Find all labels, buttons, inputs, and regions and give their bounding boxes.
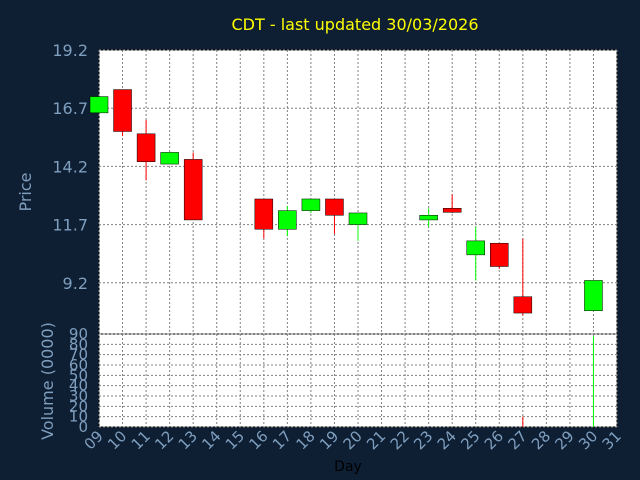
candle-body: [513, 296, 533, 314]
x-tick-label: 31: [599, 427, 625, 453]
price-grid: [98, 49, 618, 334]
volume-axis-label: Volume (0000): [38, 322, 57, 440]
x-tick-label: 13: [175, 427, 201, 453]
candle-body: [348, 212, 368, 225]
volume-y-tick-label: 40: [69, 377, 88, 395]
candle-body: [442, 208, 462, 213]
x-tick-label: 12: [151, 427, 177, 453]
candle-body: [584, 280, 603, 311]
x-tick-label: 10: [104, 427, 130, 453]
candle-body: [325, 198, 344, 216]
candle-up: [301, 198, 321, 213]
candle-down: [136, 119, 156, 181]
candle-body: [419, 215, 438, 221]
x-tick-label: 25: [457, 427, 483, 453]
x-axis-label: Day: [334, 459, 362, 475]
candle-down: [325, 198, 344, 234]
volume-y-tick-label: 90: [69, 325, 88, 343]
candle-down: [513, 238, 533, 316]
candle-up: [419, 208, 438, 227]
price-y-tick-label: 11.7: [52, 216, 88, 235]
x-tick-label: 24: [434, 427, 460, 453]
volume-y-tick-label: 0: [78, 418, 88, 436]
candle-body: [160, 152, 179, 165]
price-y-tick-label: 19.2: [52, 41, 88, 60]
x-tick-label: 29: [552, 427, 578, 453]
x-tick-label: 22: [387, 427, 413, 453]
candle-up: [466, 226, 485, 281]
volume-grid: [98, 333, 618, 428]
candle-down: [442, 194, 462, 213]
candle-body: [301, 198, 321, 211]
volume-y-tick-label: 60: [69, 356, 88, 374]
candle-body: [254, 198, 274, 230]
volume-y-tick-label: 80: [69, 335, 88, 353]
volume-y-tick-label: 50: [69, 366, 88, 384]
x-tick-label: 23: [410, 427, 436, 453]
candle-body: [278, 210, 297, 230]
volume-y-tick-label: 70: [69, 346, 88, 364]
x-tick-label: 11: [128, 427, 154, 453]
x-tick-label: 20: [340, 427, 366, 453]
candle-body: [466, 240, 485, 256]
candle-up: [278, 205, 297, 237]
x-axis-ticks: 0910111213141516171819202122232425262728…: [81, 427, 625, 453]
price-y-ticks: 9.2 11.7 14.2 16.7 19.2: [52, 41, 88, 293]
volume-y-tick-label: 30: [69, 387, 88, 405]
chart-title: CDT - last updated 30/03/2026: [232, 15, 479, 34]
x-tick-label: 18: [293, 427, 319, 453]
price-y-tick-label: 16.7: [52, 99, 88, 118]
price-candles: [89, 89, 603, 316]
volume-bars: [522, 336, 594, 427]
candle-body: [490, 242, 509, 267]
candle-up: [89, 96, 109, 114]
candle-down: [113, 89, 132, 137]
x-tick-label: 19: [316, 427, 342, 453]
volume-y-tick-label: 20: [69, 397, 88, 415]
x-tick-label: 26: [481, 427, 507, 453]
candle-body: [89, 96, 109, 114]
x-tick-label: 15: [222, 427, 248, 453]
candle-down: [490, 242, 509, 269]
x-tick-label: 14: [198, 427, 224, 453]
candle-down: [183, 152, 203, 221]
candle-body: [136, 133, 156, 162]
x-tick-label: 21: [363, 427, 389, 453]
price-axis-label: Price: [16, 172, 35, 211]
volume-y-tick-label: 10: [69, 408, 88, 426]
x-tick-label: 17: [269, 427, 295, 453]
x-tick-label: 28: [528, 427, 554, 453]
candle-up: [584, 280, 603, 311]
x-tick-label: 30: [575, 427, 601, 453]
candle-down: [254, 198, 274, 239]
x-tick-label: 16: [245, 427, 271, 453]
price-y-tick-label: 14.2: [52, 157, 88, 176]
candle-body: [183, 159, 203, 221]
price-y-tick-label: 9.2: [63, 274, 88, 293]
x-tick-label: 27: [504, 427, 530, 453]
candle-body: [113, 89, 132, 132]
candle-up: [348, 212, 368, 241]
candle-up: [160, 152, 179, 165]
